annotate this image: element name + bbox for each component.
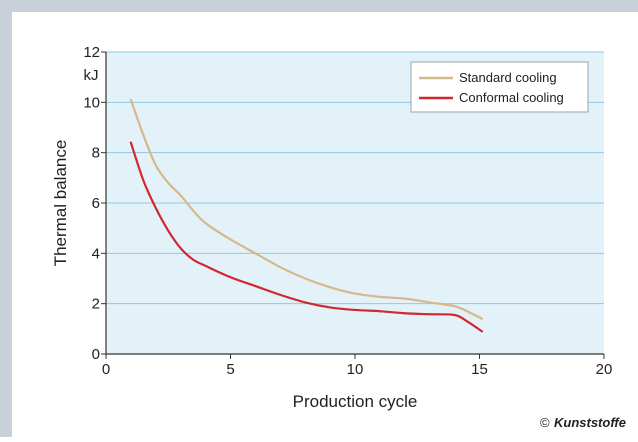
figure-panel: 0 5 10 15 20 0 2 4 6 8 10 12 kJ Thermal balance Pro… [12, 12, 638, 437]
x-tick-label-20: 20 [596, 361, 613, 378]
copyright-symbol: © [540, 415, 550, 430]
legend-label-standard-cooling: Standard cooling [459, 70, 557, 85]
legend-box [410, 61, 589, 113]
y-tick-label-6: 6 [92, 195, 100, 212]
series-layer [129, 98, 484, 333]
grid-lines [106, 51, 604, 305]
series-line-conformal-cooling [129, 141, 484, 333]
y-axis-title: Thermal balance [51, 140, 70, 267]
x-axis-title: Production cycle [293, 392, 418, 411]
x-tick-label-15: 15 [471, 361, 488, 378]
legend: Standard cooling Conformal cooling [410, 61, 589, 113]
legend-label-conformal-cooling: Conformal cooling [459, 90, 564, 105]
copyright-brand: Kunststoffe [554, 415, 626, 430]
y-tick-label-10: 10 [83, 94, 100, 111]
y-tick-label-4: 4 [92, 245, 100, 262]
x-tick-label-5: 5 [226, 361, 234, 378]
y-tick-label-0: 0 [92, 346, 100, 363]
axes [101, 51, 605, 359]
line-chart: 0 5 10 15 20 0 2 4 6 8 10 12 kJ Thermal balance Pro… [51, 44, 626, 430]
series-line-standard-cooling [129, 98, 484, 320]
x-tick-label-0: 0 [102, 361, 110, 378]
x-tick-label-10: 10 [347, 361, 364, 378]
y-tick-label-12: 12 [83, 44, 100, 61]
y-tick-label-2: 2 [92, 296, 100, 313]
y-axis-unit: kJ [84, 67, 99, 84]
tick-labels: 0 5 10 15 20 0 2 4 6 8 10 12 [83, 44, 612, 378]
y-tick-label-8: 8 [92, 145, 100, 162]
